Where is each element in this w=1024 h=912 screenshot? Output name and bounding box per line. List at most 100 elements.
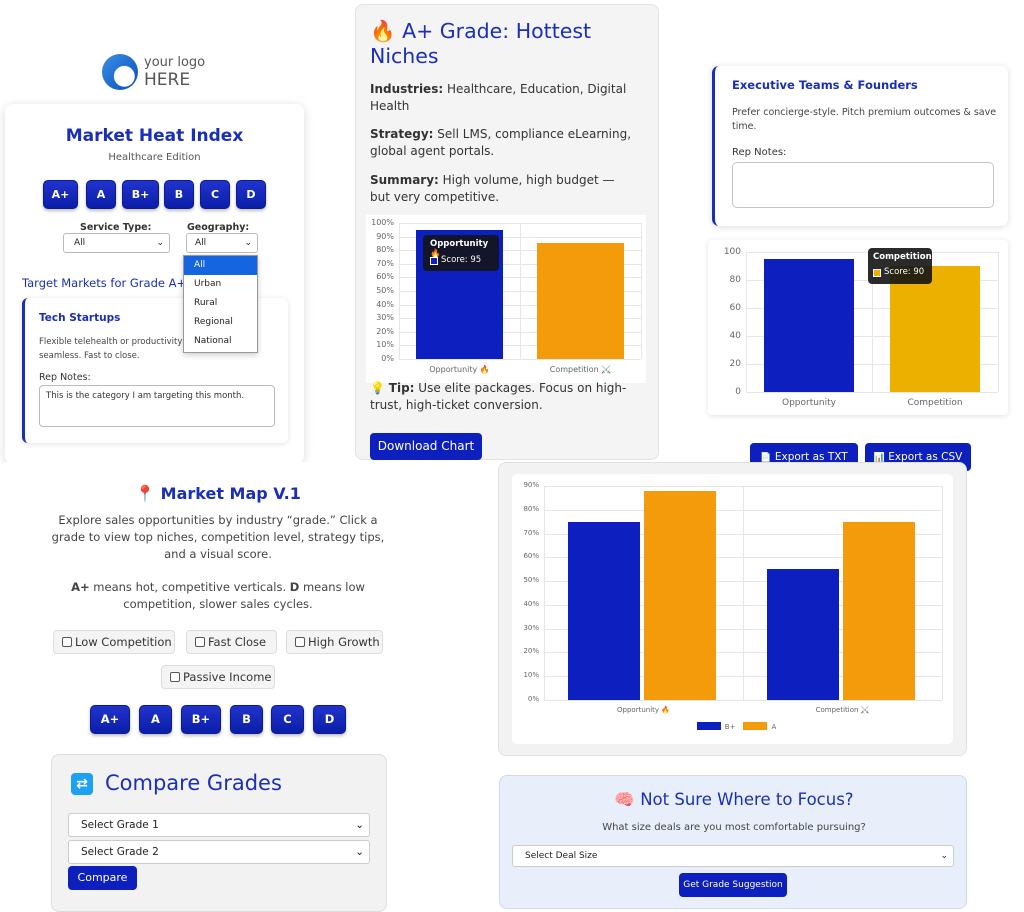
tooltip-value: Score: 90 bbox=[884, 267, 925, 277]
logo-text-1: your logo bbox=[144, 55, 206, 70]
select-grade-2[interactable]: Select Grade 2 ⌄ bbox=[68, 840, 370, 864]
competition-tooltip: Competition Score: 90 bbox=[868, 248, 932, 284]
geo-option-rural[interactable]: Rural bbox=[194, 298, 218, 308]
heat-grade-d[interactable]: D bbox=[236, 180, 266, 209]
select-grade-2-value: Select Grade 2 bbox=[81, 846, 159, 858]
filter-high-growth[interactable]: High Growth bbox=[286, 630, 383, 654]
filter-label: Low Competition bbox=[75, 635, 172, 649]
service-type-value: All bbox=[74, 238, 86, 248]
compare-icon: ⇄ bbox=[71, 773, 93, 795]
legend-label: B+ bbox=[724, 723, 736, 731]
exec-rep-label: Rep Notes: bbox=[732, 147, 787, 158]
opportunity-tooltip: Opportunity 🔥 Score: 95 bbox=[423, 235, 499, 271]
y-tick-label: 20% bbox=[523, 647, 539, 656]
map-grade-b-plus[interactable]: B+ bbox=[181, 705, 221, 734]
geography-select[interactable]: All ⌄ bbox=[186, 233, 258, 253]
heat-title: Market Heat Index bbox=[65, 126, 244, 146]
geo-option-regional[interactable]: Regional bbox=[194, 317, 233, 327]
y-tick-label: 60 bbox=[729, 303, 741, 313]
brain-icon: 🧠 bbox=[614, 790, 635, 809]
filter-low-competition[interactable]: Low Competition bbox=[53, 630, 175, 654]
checkbox-icon bbox=[295, 637, 305, 647]
niche-title-text: A+ Grade: Hottest Niches bbox=[370, 19, 592, 68]
select-grade-1[interactable]: Select Grade 1 ⌄ bbox=[68, 813, 370, 837]
x-tick-label: Competition ⚔️ bbox=[549, 365, 612, 374]
y-tick-label: 90% bbox=[376, 231, 394, 241]
filter-label: Fast Close bbox=[208, 635, 267, 649]
download-chart-button[interactable]: Download Chart bbox=[370, 433, 482, 460]
x-gridline bbox=[399, 223, 400, 359]
tooltip-swatch bbox=[873, 269, 881, 277]
market-map-title-text: Market Map V.1 bbox=[160, 484, 301, 503]
deal-size-select[interactable]: Select Deal Size ⌄ bbox=[512, 845, 954, 867]
y-tick-label: 20% bbox=[376, 326, 394, 336]
compare-title: Compare Grades bbox=[105, 771, 282, 795]
geo-option-national[interactable]: National bbox=[194, 336, 232, 346]
map-grade-a-plus[interactable]: A+ bbox=[90, 705, 130, 734]
checkbox-icon bbox=[195, 637, 205, 647]
x-tick-label: Competition bbox=[907, 398, 963, 408]
industries-value: Healthcare, Education, Digital Health bbox=[370, 82, 627, 113]
bar bbox=[763, 259, 855, 392]
x-tick-label: Opportunity bbox=[781, 398, 836, 408]
focus-title: 🧠 Not Sure Where to Focus? bbox=[500, 790, 968, 810]
heat-grade-a[interactable]: A bbox=[86, 180, 116, 209]
summary-value: High volume, high budget — but very comp… bbox=[370, 173, 615, 204]
filter-label: High Growth bbox=[308, 635, 380, 649]
chevron-down-icon: ⌄ bbox=[156, 238, 164, 248]
filter-passive-income[interactable]: Passive Income bbox=[161, 665, 275, 689]
grade-suggestion-button[interactable]: Get Grade Suggestion bbox=[679, 873, 787, 897]
x-tick-label: Competition ⚔️ bbox=[815, 706, 870, 714]
x-tick-label: Opportunity 🔥 bbox=[429, 365, 490, 374]
tip-value: Use elite packages. Focus on high-trust,… bbox=[370, 381, 627, 412]
exec-rep-textarea[interactable] bbox=[732, 162, 994, 208]
map-grade-b[interactable]: B bbox=[230, 705, 263, 734]
checkbox-icon bbox=[170, 672, 180, 682]
map-grade-d[interactable]: D bbox=[313, 705, 346, 734]
y-tick-label: 70% bbox=[376, 258, 394, 268]
heat-grade-a-plus[interactable]: A+ bbox=[43, 180, 78, 209]
chevron-down-icon: ⌄ bbox=[940, 851, 948, 861]
map-grade-a[interactable]: A bbox=[139, 705, 172, 734]
filter-fast-close[interactable]: Fast Close bbox=[186, 630, 277, 654]
heat-grade-b-plus[interactable]: B+ bbox=[122, 180, 159, 209]
y-tick-label: 10% bbox=[376, 340, 394, 350]
y-tick-label: 0 bbox=[735, 387, 741, 397]
compare-button[interactable]: Compare bbox=[68, 866, 137, 890]
y-tick-label: 100 bbox=[723, 247, 741, 257]
deal-size-value: Select Deal Size bbox=[525, 851, 598, 861]
x-gridline bbox=[544, 486, 545, 700]
legend-aplus: A+ bbox=[71, 580, 90, 594]
service-type-select[interactable]: All ⌄ bbox=[63, 233, 170, 253]
exec-card: Executive Teams & Founders Prefer concie… bbox=[712, 66, 1008, 226]
niche-strategy: Strategy: Sell LMS, compliance eLearning… bbox=[370, 126, 632, 160]
filter-label: Passive Income bbox=[183, 670, 272, 684]
niche-tip: 💡 Tip: Use elite packages. Focus on high… bbox=[370, 380, 640, 414]
document-icon: 📄 bbox=[760, 453, 772, 463]
niche-score-chart: 0% 10% 20% 30% 40% 50% 60% 70% 80% 90% 100% Opportu… bbox=[365, 215, 645, 380]
y-tick-label: 0% bbox=[381, 354, 394, 363]
y-tick-label: 20 bbox=[729, 359, 741, 369]
geography-value: All bbox=[195, 238, 207, 248]
logo-text-2: HERE bbox=[144, 70, 191, 90]
rep-notes-textarea[interactable]: This is the category I am targeting this… bbox=[39, 385, 275, 427]
heat-grade-c[interactable]: C bbox=[200, 180, 230, 209]
bar bbox=[766, 569, 840, 700]
exec-score-chart: 0 20 40 60 80 100 Opportunity Competition bbox=[708, 240, 1008, 415]
rep-notes-label: Rep Notes: bbox=[39, 372, 91, 383]
geography-label: Geography: bbox=[187, 222, 250, 233]
tech-startups-card: Tech Startups Flexible telehealth or pro… bbox=[22, 298, 288, 443]
strategy-value: Sell LMS, compliance eLearning, global a… bbox=[370, 127, 632, 158]
chevron-down-icon: ⌄ bbox=[355, 819, 364, 831]
x-gridline bbox=[872, 252, 873, 392]
y-gridline bbox=[544, 700, 942, 701]
geo-option-all[interactable]: All bbox=[184, 256, 257, 275]
exec-title: Executive Teams & Founders bbox=[732, 78, 918, 92]
heat-grade-b[interactable]: B bbox=[164, 180, 194, 209]
tech-startups-desc: Flexible telehealth or productivity tool… bbox=[39, 337, 258, 361]
geo-option-urban[interactable]: Urban bbox=[194, 279, 222, 289]
x-gridline bbox=[743, 486, 744, 700]
y-gridline bbox=[399, 359, 641, 360]
market-map-title: 📍 Market Map V.1 bbox=[0, 484, 436, 503]
map-grade-c[interactable]: C bbox=[271, 705, 304, 734]
